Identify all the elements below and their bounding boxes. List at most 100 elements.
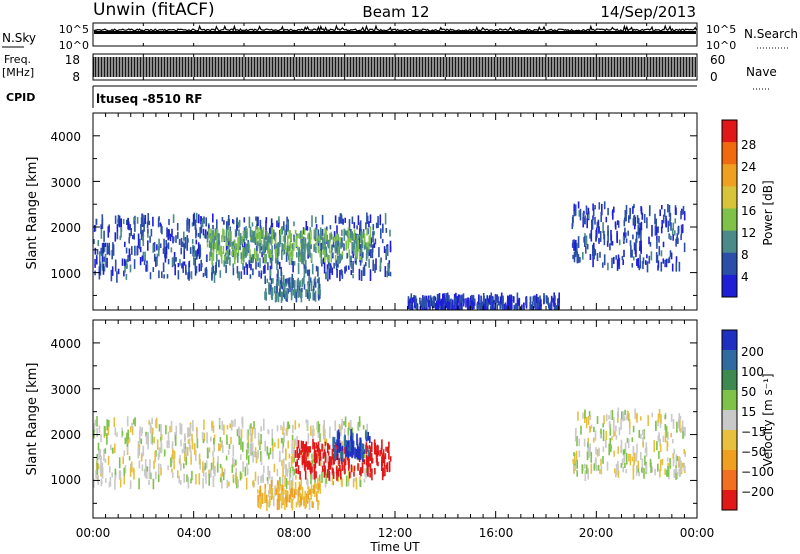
echo-mark: [288, 472, 291, 483]
echo-mark: [198, 473, 201, 485]
echo-mark: [644, 447, 647, 453]
echo-mark: [337, 432, 339, 440]
echo-mark: [101, 220, 103, 229]
echo-mark: [157, 217, 160, 228]
echo-mark: [632, 218, 635, 226]
echo-mark: [513, 296, 515, 303]
echo-mark: [579, 208, 582, 221]
echo-mark: [147, 442, 149, 450]
echo-mark: [482, 293, 485, 304]
echo-mark: [134, 245, 136, 256]
echo-mark: [232, 241, 235, 246]
echo-mark: [334, 215, 337, 224]
echo-mark: [254, 427, 256, 439]
echo-mark: [434, 302, 437, 310]
echo-mark: [322, 237, 324, 249]
velocity-cbar-tick-m100: −100: [741, 465, 774, 479]
echo-mark: [131, 461, 133, 473]
echo-mark: [255, 216, 257, 221]
echo-mark: [508, 298, 510, 307]
echo-mark: [347, 227, 350, 237]
echo-mark: [294, 481, 297, 491]
echo-mark: [635, 465, 638, 476]
echo-mark: [248, 259, 251, 266]
echo-mark: [363, 450, 366, 459]
echo-mark: [101, 472, 104, 479]
echo-mark: [114, 427, 117, 436]
echo-mark: [226, 434, 228, 440]
echo-mark: [167, 259, 170, 265]
echo-mark: [252, 454, 254, 463]
echo-mark: [341, 451, 344, 463]
echo-mark: [613, 417, 615, 427]
echo-mark: [310, 425, 312, 436]
echo-mark: [133, 418, 135, 424]
echo-mark: [284, 283, 286, 294]
echo-mark: [366, 447, 369, 452]
echo-mark: [414, 302, 416, 309]
echo-mark: [305, 451, 307, 459]
echo-mark: [596, 221, 599, 228]
echo-mark: [286, 468, 288, 477]
echo-mark: [301, 444, 304, 452]
echo-mark: [116, 231, 119, 240]
freq-label-line1: Freq.: [4, 53, 31, 66]
echo-mark: [316, 421, 318, 430]
echo-mark: [627, 438, 630, 449]
echo-mark: [294, 229, 297, 234]
power-cbar-tick-4: 4: [741, 270, 749, 284]
echo-mark: [257, 450, 259, 459]
echo-mark: [324, 255, 326, 263]
echo-mark: [250, 257, 253, 263]
echo-mark: [208, 473, 210, 486]
echo-mark: [341, 418, 343, 429]
echo-mark: [191, 239, 194, 244]
echo-mark: [582, 412, 584, 419]
echo-mark: [104, 458, 107, 463]
echo-mark: [269, 236, 271, 244]
echo-mark: [365, 432, 367, 439]
echo-mark: [311, 263, 314, 275]
echo-mark: [385, 446, 387, 452]
echo-mark: [614, 468, 616, 474]
freq-label-line2: [MHz]: [2, 66, 34, 79]
echo-mark: [265, 494, 268, 503]
echo-mark: [180, 463, 182, 471]
echo-mark: [330, 458, 333, 466]
echo-mark: [301, 279, 303, 288]
echo-mark: [116, 271, 118, 283]
echo-mark: [189, 247, 192, 254]
echo-mark: [240, 271, 243, 279]
echo-mark: [249, 425, 252, 437]
echo-mark: [129, 480, 132, 490]
echo-mark: [605, 430, 608, 441]
echo-mark: [362, 452, 364, 463]
echo-mark: [157, 474, 160, 483]
echo-mark: [208, 228, 210, 239]
echo-mark: [681, 228, 684, 233]
echo-mark: [640, 434, 642, 439]
echo-mark: [333, 444, 335, 452]
echo-mark: [509, 299, 511, 309]
echo-mark: [362, 425, 365, 430]
nsearch-tick-bottom: 10^0: [706, 39, 736, 52]
echo-mark: [592, 437, 595, 443]
echo-mark: [228, 249, 231, 256]
echo-mark: [226, 221, 228, 232]
echo-mark: [361, 253, 363, 263]
echo-mark: [124, 437, 127, 445]
echo-mark: [365, 222, 367, 230]
echo-mark: [342, 442, 345, 455]
echo-mark: [329, 461, 332, 470]
echo-mark: [350, 262, 352, 267]
echo-mark: [183, 243, 186, 251]
echo-mark: [345, 475, 348, 487]
nsky-line: [93, 24, 697, 34]
echo-mark: [680, 460, 682, 473]
echo-mark: [191, 438, 194, 450]
echo-mark: [523, 306, 525, 310]
echo-mark: [185, 270, 187, 276]
echo-mark: [281, 292, 284, 301]
echo-mark: [612, 209, 614, 220]
echo-mark: [220, 473, 222, 481]
